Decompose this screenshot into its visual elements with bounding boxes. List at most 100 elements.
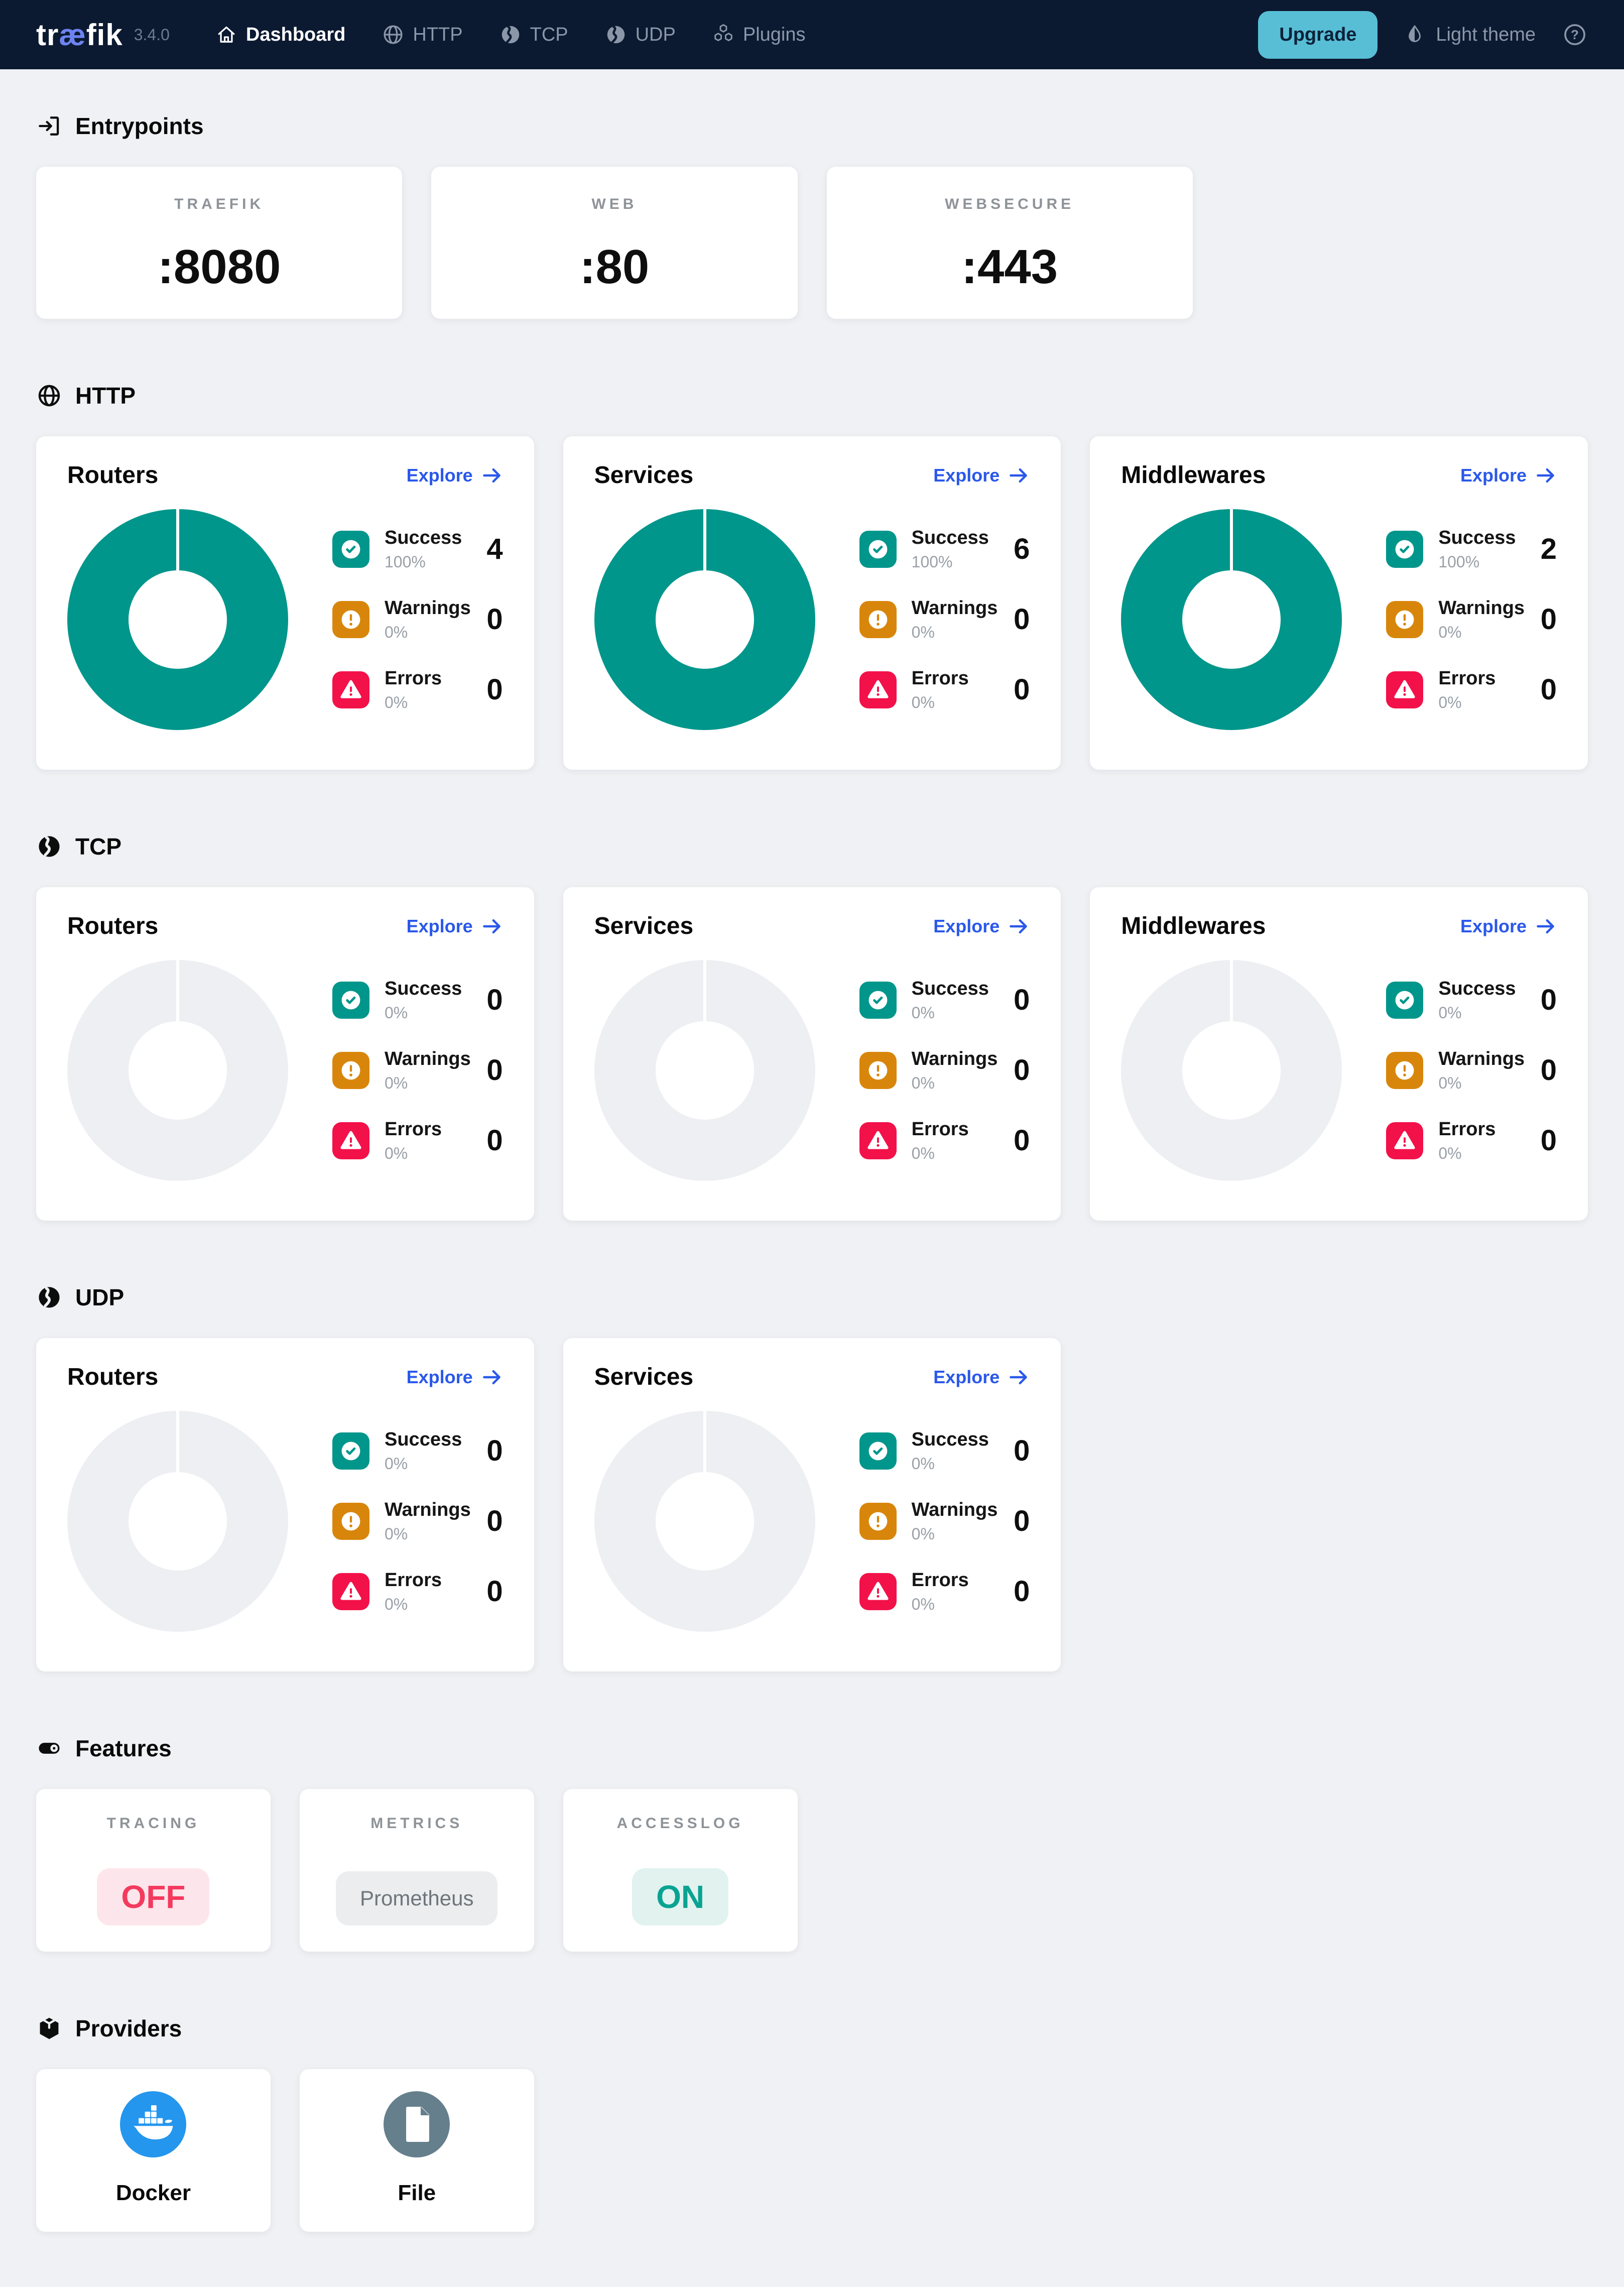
- card-title: Middlewares: [1121, 462, 1266, 489]
- feature-status: OFF: [97, 1868, 210, 1925]
- legend-percent: 0%: [385, 1524, 408, 1543]
- feature-status: ON: [632, 1868, 729, 1925]
- entrypoints-section-heading: Entrypoints: [36, 112, 1588, 140]
- explore-link[interactable]: Explore: [933, 915, 1030, 937]
- error-icon: [332, 1573, 369, 1610]
- docker-icon: [120, 2091, 187, 2157]
- legend-row-errors: Errors 0% 0: [859, 1119, 1030, 1163]
- theme-toggle[interactable]: Light theme: [1404, 24, 1536, 46]
- legend-percent: 0%: [385, 693, 408, 711]
- legend-percent: 0%: [1438, 1144, 1462, 1162]
- udp-routers-card: Routers Explore Success 0% 0 Warnings 0% 0: [36, 1338, 534, 1671]
- nav-item-tcp[interactable]: TCP: [499, 23, 568, 46]
- legend-percent: 100%: [911, 552, 953, 571]
- help-icon[interactable]: ?: [1562, 22, 1588, 48]
- nav-item-label: Dashboard: [245, 24, 346, 45]
- http-services-card: Services Explore Success 100% 6 Warnings 0…: [563, 436, 1061, 770]
- legend-count: 0: [1014, 673, 1030, 706]
- section-title: HTTP: [75, 383, 136, 409]
- explore-label: Explore: [1460, 915, 1527, 936]
- legend-count: 0: [1540, 603, 1557, 636]
- status-legend: Success 0% 0 Warnings 0% 0 Errors 0% 0: [859, 978, 1030, 1163]
- legend-label: Errors: [1438, 667, 1496, 689]
- entrypoint-port: :443: [961, 240, 1058, 294]
- feature-status: Prometheus: [336, 1871, 498, 1925]
- status-legend: Success 0% 0 Warnings 0% 0 Errors 0% 0: [332, 978, 503, 1163]
- feature-card-tracing: TRACING OFF: [36, 1789, 271, 1952]
- warning-icon: [1386, 600, 1424, 638]
- legend-percent: 0%: [1438, 1003, 1462, 1022]
- legend-count: 0: [1540, 1124, 1557, 1157]
- status-legend: Success 100% 4 Warnings 0% 0 Errors 0% 0: [332, 527, 503, 712]
- warning-icon: [332, 1051, 369, 1089]
- status-donut: [67, 959, 288, 1181]
- dashboard-content: Entrypoints TRAEFIK :8080 WEB :80 WEBSEC…: [0, 112, 1624, 2287]
- tcp-cards-row: Routers Explore Success 0% 0 Warnings 0% 0: [36, 887, 1588, 1221]
- nav-item-dashboard[interactable]: Dashboard: [215, 23, 345, 46]
- explore-link[interactable]: Explore: [933, 1366, 1030, 1388]
- error-icon: [859, 671, 897, 708]
- legend-row-success: Success 0% 0: [332, 978, 503, 1022]
- arrow-right-icon: [1010, 919, 1028, 933]
- legend-count: 0: [486, 984, 503, 1016]
- legend-label: Success: [911, 527, 989, 548]
- arrow-right-icon: [1010, 468, 1028, 483]
- globe-icon: [384, 25, 403, 44]
- legend-row-errors: Errors 0% 0: [332, 668, 503, 712]
- explore-label: Explore: [1460, 464, 1527, 486]
- udp-section-heading: UDP: [36, 1284, 1588, 1311]
- nav-item-label: UDP: [635, 24, 676, 45]
- globe-icon: [38, 385, 60, 407]
- toggle-icon: [39, 1743, 60, 1754]
- status-legend: Success 100% 6 Warnings 0% 0 Errors 0% 0: [859, 527, 1030, 712]
- entrypoints-row: TRAEFIK :8080 WEB :80 WEBSECURE :443: [36, 167, 1588, 319]
- legend-count: 0: [486, 1054, 503, 1087]
- legend-label: Success: [1438, 978, 1516, 999]
- legend-row-warnings: Warnings 0% 0: [332, 597, 503, 642]
- card-title: Middlewares: [1121, 913, 1266, 939]
- tcp-section-heading: TCP: [36, 833, 1588, 860]
- provider-card-file: File: [299, 2069, 534, 2232]
- provider-name: File: [398, 2181, 436, 2205]
- http-cards-row: Routers Explore Success 100% 4 Warnings 0%…: [36, 436, 1588, 770]
- provider-card-docker: Docker: [36, 2069, 271, 2232]
- error-icon: [859, 1573, 897, 1610]
- section-title: UDP: [75, 1284, 124, 1310]
- nav-item-plugins[interactable]: Plugins: [712, 23, 805, 46]
- legend-row-success: Success 100% 4: [332, 527, 503, 571]
- legend-row-warnings: Warnings 0% 0: [859, 1048, 1030, 1093]
- status-donut: [67, 509, 288, 730]
- legend-percent: 0%: [911, 1073, 935, 1092]
- explore-link[interactable]: Explore: [1460, 915, 1557, 937]
- legend-label: Success: [911, 1428, 989, 1450]
- legend-count: 0: [1014, 1575, 1030, 1608]
- theme-toggle-label: Light theme: [1436, 24, 1536, 45]
- legend-percent: 0%: [911, 1144, 935, 1162]
- status-donut: [594, 509, 815, 730]
- legend-label: Success: [385, 527, 462, 548]
- legend-percent: 0%: [911, 623, 935, 641]
- arrow-right-icon: [482, 919, 501, 933]
- feature-name: TRACING: [106, 1815, 200, 1832]
- explore-link[interactable]: Explore: [1460, 464, 1557, 487]
- explore-link[interactable]: Explore: [407, 1366, 503, 1388]
- upgrade-button[interactable]: Upgrade: [1258, 11, 1378, 59]
- explore-link[interactable]: Explore: [933, 464, 1030, 487]
- explore-link[interactable]: Explore: [407, 464, 503, 487]
- entrypoint-port: :80: [579, 240, 650, 294]
- legend-percent: 0%: [911, 1003, 935, 1022]
- legend-row-success: Success 0% 0: [1386, 978, 1557, 1022]
- legend-count: 0: [1014, 1124, 1030, 1157]
- cube-icon: [40, 2017, 59, 2039]
- nav-item-label: HTTP: [413, 24, 463, 45]
- feature-name: METRICS: [370, 1815, 463, 1832]
- legend-row-errors: Errors 0% 0: [332, 1119, 503, 1163]
- nav-item-http[interactable]: HTTP: [382, 23, 463, 46]
- nav-item-udp[interactable]: UDP: [604, 23, 676, 46]
- entrypoint-name: WEBSECURE: [945, 196, 1075, 212]
- globe-filled-icon: [607, 25, 624, 44]
- nav-item-label: TCP: [530, 24, 568, 45]
- globe-filled-icon: [39, 1287, 60, 1308]
- explore-link[interactable]: Explore: [407, 915, 503, 937]
- legend-label: Warnings: [1438, 597, 1525, 619]
